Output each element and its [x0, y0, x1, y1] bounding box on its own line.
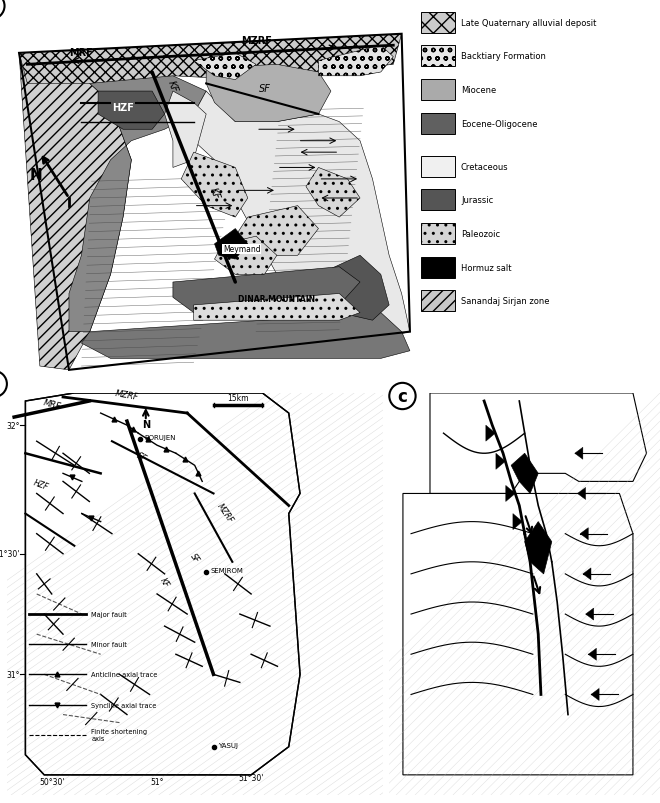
Polygon shape	[591, 688, 599, 700]
Text: KF: KF	[208, 186, 221, 201]
Text: HZF: HZF	[112, 103, 134, 113]
Polygon shape	[319, 46, 393, 77]
Bar	[420, 80, 455, 101]
Text: MRF: MRF	[42, 398, 61, 411]
Text: SEMIROM: SEMIROM	[211, 567, 244, 573]
Polygon shape	[585, 609, 594, 620]
Polygon shape	[496, 454, 506, 470]
Text: Meymand: Meymand	[223, 245, 261, 254]
Polygon shape	[194, 92, 410, 352]
Polygon shape	[173, 267, 360, 313]
Text: SF: SF	[135, 450, 148, 463]
Bar	[420, 113, 455, 134]
Text: Paleozoic: Paleozoic	[461, 230, 500, 238]
Text: MZRF: MZRF	[215, 501, 235, 524]
Text: N: N	[29, 168, 42, 182]
Polygon shape	[575, 447, 583, 459]
Polygon shape	[69, 65, 206, 332]
Bar	[420, 224, 455, 245]
Text: Late Quaternary alluvial deposit: Late Quaternary alluvial deposit	[461, 18, 597, 28]
Polygon shape	[194, 54, 256, 80]
Polygon shape	[236, 206, 319, 256]
Text: Eocene-Oligocene: Eocene-Oligocene	[461, 120, 537, 128]
Polygon shape	[214, 230, 248, 260]
Polygon shape	[430, 393, 647, 494]
Text: KF: KF	[166, 79, 180, 94]
Polygon shape	[319, 256, 389, 320]
Polygon shape	[164, 92, 206, 169]
Bar	[420, 47, 455, 67]
Text: MZRF: MZRF	[241, 36, 271, 47]
Text: YASUJ: YASUJ	[218, 742, 238, 748]
Text: Cretaceous: Cretaceous	[461, 162, 509, 172]
Text: c: c	[397, 388, 407, 406]
Polygon shape	[306, 169, 360, 218]
Bar	[420, 257, 455, 279]
Text: MRF: MRF	[69, 47, 93, 58]
Polygon shape	[98, 92, 164, 130]
Polygon shape	[513, 514, 522, 530]
Polygon shape	[588, 649, 597, 660]
Text: KF: KF	[158, 576, 171, 588]
Text: Hormuz salt: Hormuz salt	[461, 263, 512, 272]
Polygon shape	[578, 487, 585, 499]
Polygon shape	[214, 237, 277, 275]
Polygon shape	[81, 313, 410, 359]
Bar	[420, 157, 455, 177]
Text: 15km: 15km	[227, 393, 249, 402]
Text: 31°30': 31°30'	[0, 549, 20, 559]
Text: Syncline axial trace: Syncline axial trace	[91, 702, 156, 707]
Text: 31°: 31°	[6, 670, 20, 679]
Polygon shape	[486, 426, 495, 442]
Polygon shape	[19, 35, 402, 84]
Text: 32°: 32°	[6, 421, 20, 430]
Bar	[420, 291, 455, 312]
Text: 50°30': 50°30'	[39, 777, 65, 786]
Polygon shape	[506, 486, 515, 502]
Text: 51°: 51°	[150, 777, 164, 786]
Polygon shape	[19, 54, 131, 370]
Bar	[420, 13, 455, 34]
Bar	[420, 190, 455, 211]
Text: Jurassic: Jurassic	[461, 196, 493, 205]
Text: Major fault: Major fault	[91, 611, 127, 618]
Text: MZRF: MZRF	[114, 389, 139, 402]
Polygon shape	[583, 569, 591, 580]
Text: DINAR MOUNTAIN: DINAR MOUNTAIN	[238, 295, 315, 304]
Text: Backtiary Formation: Backtiary Formation	[461, 52, 546, 61]
Text: HZF: HZF	[32, 478, 50, 491]
Text: Miocene: Miocene	[461, 86, 496, 95]
Polygon shape	[511, 454, 539, 494]
Polygon shape	[194, 294, 360, 320]
Polygon shape	[525, 522, 552, 574]
Text: Finite shortening
axis: Finite shortening axis	[91, 728, 147, 741]
Polygon shape	[182, 153, 248, 218]
Polygon shape	[25, 393, 300, 775]
Text: BORUJEN: BORUJEN	[145, 434, 176, 441]
Polygon shape	[580, 528, 588, 540]
Text: Sanandaj Sirjan zone: Sanandaj Sirjan zone	[461, 297, 550, 306]
Text: 51°30': 51°30'	[238, 772, 264, 782]
Polygon shape	[403, 494, 633, 775]
Text: N: N	[142, 420, 150, 430]
Text: SF: SF	[259, 84, 271, 94]
Polygon shape	[206, 65, 331, 123]
Text: SF: SF	[188, 552, 201, 564]
Text: Anticline axial trace: Anticline axial trace	[91, 671, 158, 678]
Text: Minor fault: Minor fault	[91, 642, 127, 647]
